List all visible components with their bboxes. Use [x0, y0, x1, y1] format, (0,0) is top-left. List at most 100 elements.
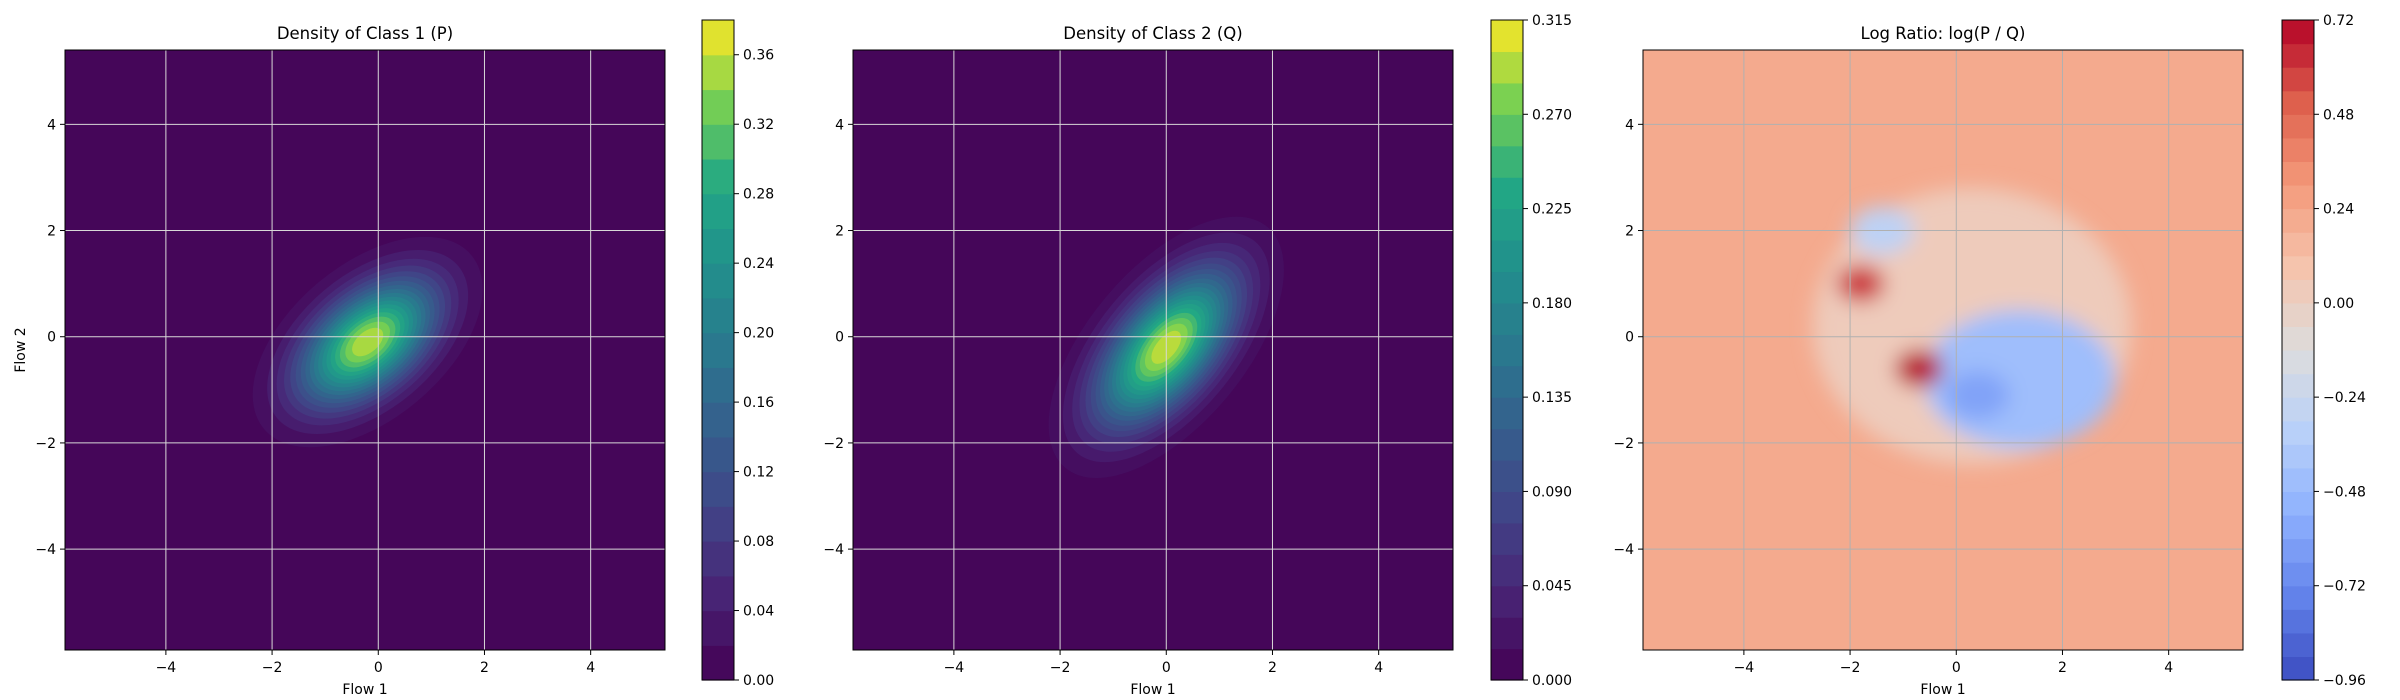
colorbar-tick-label: 0.08 [743, 534, 774, 550]
colorbar-band [1491, 177, 1523, 210]
chart-title: Density of Class 2 (Q) [1063, 24, 1242, 43]
colorbar-band [702, 158, 734, 195]
colorbar-tick-label: 0.48 [2323, 107, 2354, 123]
x-tick-label: 0 [374, 660, 383, 676]
colorbar-frame [2281, 19, 2315, 681]
colorbar-band [2282, 232, 2314, 257]
y-tick-label: −4 [35, 542, 56, 558]
colorbar-band [702, 506, 734, 542]
x-tick-label: −4 [156, 660, 177, 676]
y-tick-label: 4 [1625, 117, 1634, 133]
colorbar-band [2282, 208, 2314, 233]
colorbar-band [2282, 585, 2314, 610]
y-tick-label: 0 [47, 330, 56, 346]
colorbar-tick-label: 0.12 [743, 465, 774, 481]
contour-level [352, 327, 384, 357]
colorbar-band [2282, 609, 2314, 634]
negative-region [1924, 310, 2116, 449]
colorbar-tick-label: 0.270 [1532, 107, 1572, 123]
colorbar-band [702, 297, 734, 334]
chart-title: Log Ratio: log(P / Q) [1861, 24, 2026, 43]
x-tick-label: 4 [1374, 660, 1383, 676]
colorbar-band [702, 20, 734, 56]
colorbar-band [702, 263, 734, 299]
plot-area [853, 50, 1453, 650]
colorbar: 0.000 0.045 0.090 0.135 0.180 0.225 0.270 0.315 [1490, 13, 1572, 689]
colorbar-tick-label: 0.315 [1532, 13, 1572, 29]
colorbar-band [702, 436, 734, 473]
colorbar-band [1491, 522, 1523, 555]
x-tick-label: 4 [2164, 660, 2173, 676]
x-tick-label: 0 [1952, 660, 1961, 676]
chart-title: Density of Class 1 (P) [277, 24, 453, 43]
colorbar-band [1491, 585, 1523, 618]
colorbar-band [702, 367, 734, 403]
y-tick-label: 2 [47, 224, 56, 240]
x-tick-label: −4 [1734, 660, 1755, 676]
colorbar-band [1491, 397, 1523, 430]
colorbar-tick-label: 0.090 [1532, 484, 1572, 500]
x-tick-label: −4 [944, 660, 965, 676]
x-axis-label: Flow 1 [342, 682, 387, 698]
y-tick-label: 4 [47, 117, 56, 133]
positive-spot [1895, 350, 1943, 388]
colorbar-band [2282, 43, 2314, 68]
colorbar-tick-label: 0.72 [2323, 13, 2354, 29]
colorbar-band [2282, 515, 2314, 540]
x-tick-label: 2 [2058, 660, 2067, 676]
colorbar-band [702, 471, 734, 507]
density-contours [252, 236, 483, 448]
plot-area [1643, 50, 2243, 650]
x-tick-label: −2 [1840, 660, 1861, 676]
colorbar-tick-label: 0.20 [743, 326, 774, 342]
colorbar-band [1491, 428, 1523, 461]
colorbar-band [1491, 51, 1523, 84]
x-tick-label: −2 [1050, 660, 1071, 676]
x-axis-label: Flow 1 [1920, 682, 1965, 698]
y-axis-label: Flow 2 [13, 327, 29, 372]
colorbar-band [702, 645, 734, 681]
colorbar-band [2282, 538, 2314, 563]
colorbar-band [702, 54, 734, 91]
y-tick-label: −4 [1613, 542, 1634, 558]
colorbar-band [1491, 20, 1523, 53]
colorbar-band [1491, 491, 1523, 524]
colorbar-band [2282, 20, 2314, 45]
colorbar-tick-label: 0.045 [1532, 579, 1572, 595]
axes-frame [852, 49, 1454, 651]
colorbar-band [2282, 137, 2314, 163]
colorbar-band [1491, 365, 1523, 398]
colorbar-band [2282, 302, 2314, 328]
y-tick-label: −2 [35, 436, 56, 452]
ratio-contours [1812, 188, 2132, 465]
plot-area [65, 50, 665, 650]
colorbar-band [702, 402, 734, 438]
colorbar-band [2282, 632, 2314, 658]
colorbar-band [1491, 240, 1523, 273]
colorbar-band [2282, 90, 2314, 115]
x-axis-label: Flow 1 [1130, 682, 1175, 698]
x-tick-label: 2 [1268, 660, 1277, 676]
x-tick-label: 4 [586, 660, 595, 676]
colorbar-band [702, 124, 734, 160]
colorbar-tick-label: 0.28 [743, 187, 774, 203]
colorbar-tick-label: 0.00 [743, 673, 774, 689]
x-tick-label: −2 [262, 660, 283, 676]
colorbar-band [1491, 334, 1523, 367]
colorbar-band [702, 541, 734, 577]
y-tick-label: 0 [1625, 330, 1634, 346]
colorbar-band [2282, 255, 2314, 280]
colorbar-band [1491, 145, 1523, 178]
colorbar-tick-label: 0.24 [2323, 202, 2354, 218]
chart-panel-3: −4 −4 −2 −2 0 0 2 2 4 4 Log Ratio: log(P / Q) Flow … [1613, 13, 2366, 698]
y-tick-label: 2 [1625, 224, 1634, 240]
axes-frame [64, 49, 666, 651]
colorbar-band [2282, 350, 2314, 375]
colorbar-frame [1490, 19, 1524, 681]
colorbar-band [1491, 114, 1523, 147]
grid [1643, 50, 2243, 650]
colorbar-tick-label: 0.135 [1532, 390, 1572, 406]
colorbar-band [2282, 67, 2314, 92]
colorbar-tick-label: 0.225 [1532, 202, 1572, 218]
colorbar-band [2282, 656, 2314, 681]
